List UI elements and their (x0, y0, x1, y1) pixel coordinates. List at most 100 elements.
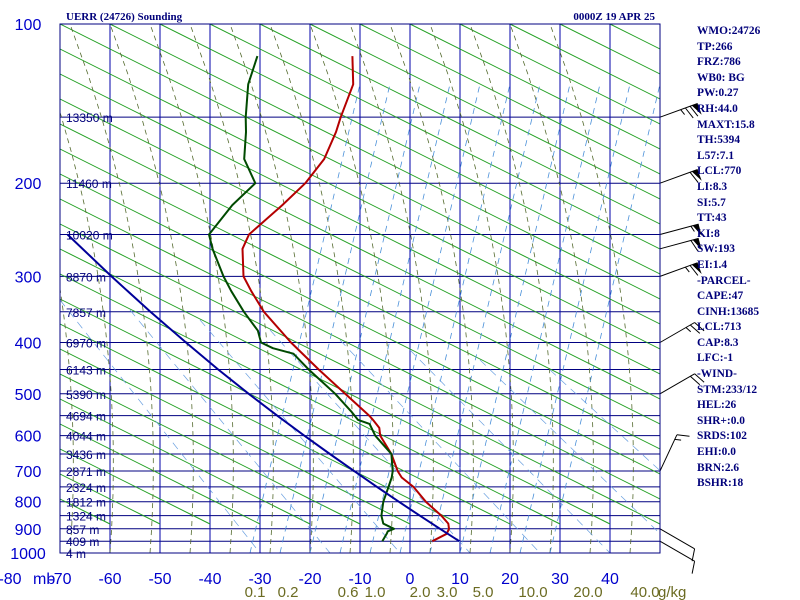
sounding-index-item: SRDS:102 (697, 430, 748, 443)
temperature-tick-label: 10 (451, 571, 469, 588)
sounding-index-item: TT:43 (697, 212, 727, 225)
wind-barb-staff (659, 262, 698, 277)
wind-barb-staff (659, 169, 698, 184)
sounding-index-item: LFC:-1 (697, 352, 734, 365)
height-label: 10020 m (66, 229, 113, 243)
sounding-index-item: HEL:26 (697, 399, 737, 412)
pressure-tick-label: 300 (15, 269, 42, 286)
pressure-tick-label: 400 (15, 336, 42, 353)
moist-adiabat-line (549, 24, 634, 553)
wind-barbs-layer (659, 103, 705, 574)
pressure-tick-label: 500 (15, 387, 42, 404)
wind-barb-half-flag (674, 438, 682, 441)
temperature-tick-label: 20 (501, 571, 519, 588)
height-label: 6143 m (66, 364, 106, 378)
sounding-index-item: L57:7.1 (697, 149, 735, 162)
sounding-index-item: EI:1.4 (697, 258, 728, 271)
wind-barb-pennant (692, 224, 702, 236)
sounding-index-item: SI:5.7 (697, 196, 726, 209)
sounding-index-item: LCL:713 (697, 321, 742, 334)
pressure-tick-label: 1000 (10, 546, 46, 563)
height-label: 6970 m (66, 337, 106, 351)
wind-barb-flag (689, 105, 699, 117)
moist-adiabat-line (69, 24, 154, 553)
sounding-index-item: WB0: BG (697, 71, 745, 84)
moist-adiabat-line (269, 24, 354, 553)
moist-adiabat-line (349, 24, 434, 553)
dry-adiabat-line (309, 24, 660, 200)
wind-barb (659, 262, 702, 277)
dry-adiabat-line (60, 123, 660, 425)
wind-barb-staff (659, 223, 699, 235)
dry-adiabat-line (60, 148, 660, 450)
wind-barb-half-flag (680, 109, 685, 115)
temperature-tick-label: 40 (601, 571, 619, 588)
sounding-time: 0000Z 19 APR 25 (573, 11, 655, 23)
pressure-tick-label: 800 (15, 495, 42, 512)
pressure-tick-label: 200 (15, 176, 42, 193)
mixing-ratio-unit-label: g/kg (658, 584, 686, 600)
height-label: 4044 m (66, 430, 106, 444)
sounding-index-item: CAP:8.3 (697, 336, 739, 349)
dry-adiabat-line (60, 48, 660, 350)
moist-adiabat-line (149, 24, 234, 553)
temperature-tick-label: -60 (98, 571, 121, 588)
moist-adiabat-line (309, 24, 394, 553)
mixing-ratio-label: 40.0 (630, 584, 659, 600)
sounding-index-item: WMO:24726 (697, 25, 761, 37)
wind-barb-flag (694, 373, 705, 383)
wind-barb-flag (694, 322, 705, 332)
sounding-index-item: STM:233/12 (697, 383, 758, 396)
dry-adiabat-line (159, 24, 660, 275)
temperature-tick-label: 30 (551, 571, 569, 588)
moist-adiabat-line (60, 111, 114, 553)
dry-adiabat-line (60, 298, 511, 525)
wind-barb-flag (689, 324, 701, 334)
wind-barb-flag (676, 434, 690, 437)
pressure-tick-label: 600 (15, 429, 42, 446)
sounding-index-item: LI:8.3 (697, 180, 728, 193)
dry-adiabat-line (760, 24, 800, 524)
wind-barb-flag (690, 240, 699, 252)
mixing-ratio-label: 0.2 (278, 584, 299, 600)
dry-adiabat-line (60, 223, 660, 525)
mixing-ratio-label: 0.6 (338, 584, 359, 600)
mixing-ratio-label: 1.0 (365, 584, 386, 600)
dry-adiabat-line (259, 24, 660, 225)
dry-adiabat-line (60, 423, 261, 525)
moist-adiabat-line (109, 24, 194, 553)
mixing-ratio-label: 20.0 (573, 584, 602, 600)
dry-adiabat-line (60, 198, 660, 500)
wind-barb (659, 169, 702, 184)
wind-barb-half-flag (685, 327, 692, 333)
moist-adiabat-line (429, 24, 514, 553)
height-label: 13350 m (66, 111, 113, 125)
wind-barb-flag (685, 107, 694, 119)
wind-barb-flag (689, 171, 699, 183)
height-label: 5390 m (66, 388, 106, 402)
wind-barb-pennant (692, 238, 702, 250)
wind-barb-half-flag (690, 225, 695, 232)
wind-barb-pennant (691, 103, 702, 115)
mixing-ratio-line (399, 83, 511, 553)
dry-adiabat-line (60, 24, 660, 325)
moist-adiabat-line (229, 24, 314, 553)
mixing-ratio-label: 5.0 (473, 584, 494, 600)
temperature-tick-label: -40 (198, 571, 221, 588)
moist-adiabat-line (389, 24, 474, 553)
guide-dash-line (409, 349, 611, 553)
sounding-index-item: -WIND- (697, 368, 737, 381)
height-label: 2871 m (66, 465, 106, 479)
mixing-ratio-line (309, 83, 421, 553)
mixing-ratio-label: 0.1 (245, 584, 266, 600)
profiles-layer (66, 55, 460, 543)
dewpoint-profile-line (208, 55, 395, 542)
wind-barb-pennant (691, 262, 702, 274)
sounding-index-item: KI:8 (697, 227, 720, 240)
moist-adiabat-line (189, 24, 274, 553)
wind-barb-pennant (691, 169, 702, 181)
sounding-index-item: EHI:0.0 (697, 446, 736, 459)
mixing-ratio-line (489, 83, 601, 553)
sounding-index-item: TP:266 (697, 40, 733, 53)
